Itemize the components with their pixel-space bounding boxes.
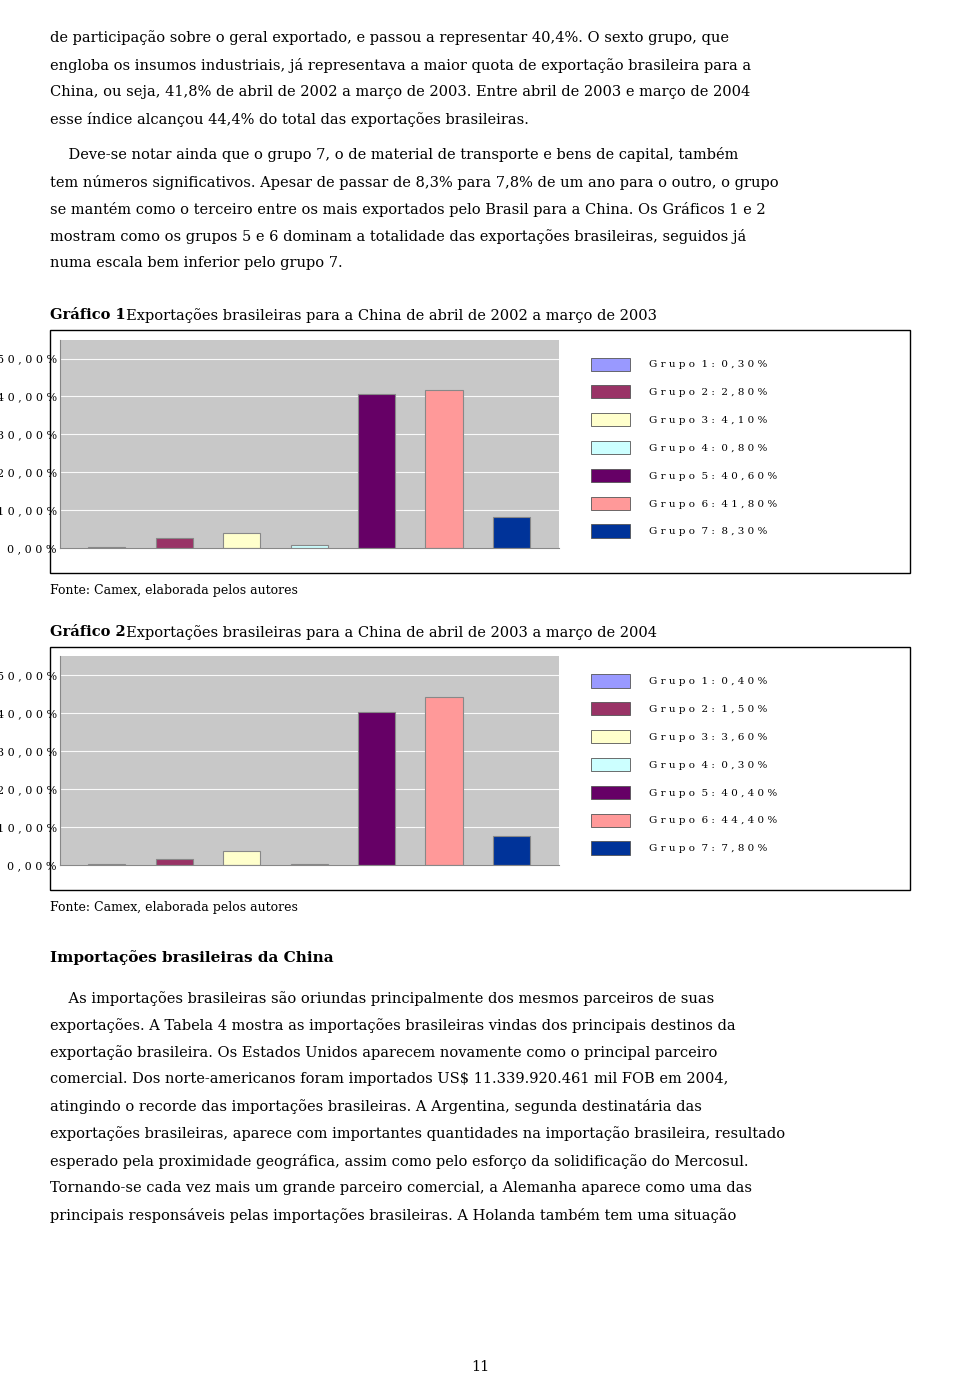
Bar	[425, 389, 463, 548]
FancyBboxPatch shape	[590, 702, 630, 715]
Text: esse índice alcançou 44,4% do total das exportações brasileiras.: esse índice alcançou 44,4% do total das …	[50, 111, 529, 127]
FancyBboxPatch shape	[590, 441, 630, 453]
Text: Deve-se notar ainda que o grupo 7, o de material de transporte e bens de capital: Deve-se notar ainda que o grupo 7, o de …	[50, 147, 738, 163]
Text: G r u p o  3 :  3 , 6 0 %: G r u p o 3 : 3 , 6 0 %	[649, 733, 767, 741]
Text: G r u p o  1 :  0 , 4 0 %: G r u p o 1 : 0 , 4 0 %	[649, 677, 767, 686]
FancyBboxPatch shape	[590, 786, 630, 798]
Text: mostram como os grupos 5 e 6 dominam a totalidade das exportações brasileiras, s: mostram como os grupos 5 e 6 dominam a t…	[50, 228, 746, 243]
Text: G r u p o  7 :  7 , 8 0 %: G r u p o 7 : 7 , 8 0 %	[649, 844, 767, 853]
Text: Fonte: Camex, elaborada pelos autores: Fonte: Camex, elaborada pelos autores	[50, 901, 298, 914]
Bar	[492, 836, 530, 865]
Text: G r u p o  2 :  2 , 8 0 %: G r u p o 2 : 2 , 8 0 %	[649, 388, 767, 398]
FancyBboxPatch shape	[590, 730, 630, 743]
Text: Gráfico 1: Gráfico 1	[50, 307, 126, 323]
Bar	[358, 712, 396, 865]
Text: esperado pela proximidade geográfica, assim como pelo esforço da solidificação d: esperado pela proximidade geográfica, as…	[50, 1153, 749, 1168]
Text: tem números significativos. Apesar de passar de 8,3% para 7,8% de um ano para o : tem números significativos. Apesar de pa…	[50, 174, 779, 189]
Text: G r u p o  4 :  0 , 3 0 %: G r u p o 4 : 0 , 3 0 %	[649, 761, 767, 769]
Bar	[425, 697, 463, 865]
Text: Fonte: Camex, elaborada pelos autores: Fonte: Camex, elaborada pelos autores	[50, 584, 298, 597]
Text: numa escala bem inferior pelo grupo 7.: numa escala bem inferior pelo grupo 7.	[50, 256, 343, 270]
Text: G r u p o  6 :  4 4 , 4 0 %: G r u p o 6 : 4 4 , 4 0 %	[649, 817, 778, 825]
Text: G r u p o  5 :  4 0 , 4 0 %: G r u p o 5 : 4 0 , 4 0 %	[649, 789, 778, 797]
Bar	[88, 864, 126, 865]
Text: G r u p o  4 :  0 , 8 0 %: G r u p o 4 : 0 , 8 0 %	[649, 444, 767, 453]
Bar	[50, 647, 910, 890]
Text: Gráfico 2: Gráfico 2	[50, 625, 126, 638]
Bar	[358, 394, 396, 548]
FancyBboxPatch shape	[590, 497, 630, 509]
Text: G r u p o  3 :  4 , 1 0 %: G r u p o 3 : 4 , 1 0 %	[649, 416, 767, 426]
FancyBboxPatch shape	[590, 814, 630, 826]
Bar	[156, 860, 193, 865]
Bar	[291, 545, 327, 548]
Text: se mantém como o terceiro entre os mais exportados pelo Brasil para a China. Os : se mantém como o terceiro entre os mais …	[50, 202, 765, 217]
Bar	[223, 851, 260, 865]
FancyBboxPatch shape	[590, 413, 630, 426]
Text: de participação sobre o geral exportado, e passou a representar 40,4%. O sexto g: de participação sobre o geral exportado,…	[50, 31, 729, 46]
Bar	[223, 533, 260, 548]
Text: atingindo o recorde das importações brasileiras. A Argentina, segunda destinatár: atingindo o recorde das importações bras…	[50, 1099, 702, 1114]
Text: Tornando-se cada vez mais um grande parceiro comercial, a Alemanha aparece como : Tornando-se cada vez mais um grande parc…	[50, 1181, 752, 1195]
FancyBboxPatch shape	[590, 842, 630, 854]
Text: G r u p o  5 :  4 0 , 6 0 %: G r u p o 5 : 4 0 , 6 0 %	[649, 472, 778, 481]
Bar	[156, 537, 193, 548]
Text: As importações brasileiras são oriundas principalmente dos mesmos parceiros de s: As importações brasileiras são oriundas …	[50, 990, 714, 1006]
Text: - Exportações brasileiras para a China de abril de 2003 a março de 2004: - Exportações brasileiras para a China d…	[112, 625, 658, 640]
FancyBboxPatch shape	[590, 357, 630, 370]
Text: G r u p o  6 :  4 1 , 8 0 %: G r u p o 6 : 4 1 , 8 0 %	[649, 499, 778, 509]
Text: G r u p o  1 :  0 , 3 0 %: G r u p o 1 : 0 , 3 0 %	[649, 360, 767, 370]
FancyBboxPatch shape	[590, 385, 630, 398]
Text: - Exportações brasileiras para a China de abril de 2002 a março de 2003: - Exportações brasileiras para a China d…	[112, 307, 658, 323]
Text: G r u p o  2 :  1 , 5 0 %: G r u p o 2 : 1 , 5 0 %	[649, 705, 767, 714]
Text: exportações. A Tabela 4 mostra as importações brasileiras vindas dos principais : exportações. A Tabela 4 mostra as import…	[50, 1018, 735, 1032]
Text: China, ou seja, 41,8% de abril de 2002 a março de 2003. Entre abril de 2003 e ma: China, ou seja, 41,8% de abril de 2002 a…	[50, 85, 750, 99]
Text: Importações brasileiras da China: Importações brasileiras da China	[50, 950, 333, 965]
Text: exportações brasileiras, aparece com importantes quantidades na importação brasi: exportações brasileiras, aparece com imp…	[50, 1127, 785, 1141]
Bar	[50, 330, 910, 573]
FancyBboxPatch shape	[590, 469, 630, 481]
Text: G r u p o  7 :  8 , 3 0 %: G r u p o 7 : 8 , 3 0 %	[649, 527, 767, 537]
Text: exportação brasileira. Os Estados Unidos aparecem novamente como o principal par: exportação brasileira. Os Estados Unidos…	[50, 1045, 717, 1060]
Text: 11: 11	[470, 1360, 490, 1374]
FancyBboxPatch shape	[590, 675, 630, 687]
FancyBboxPatch shape	[590, 758, 630, 771]
Bar	[492, 516, 530, 548]
FancyBboxPatch shape	[590, 524, 630, 537]
Text: principais responsáveis pelas importações brasileiras. A Holanda também tem uma : principais responsáveis pelas importaçõe…	[50, 1207, 736, 1223]
Text: engloba os insumos industriais, já representava a maior quota de exportação bras: engloba os insumos industriais, já repre…	[50, 57, 751, 72]
Text: comercial. Dos norte-americanos foram importados US$ 11.339.920.461 mil FOB em 2: comercial. Dos norte-americanos foram im…	[50, 1072, 729, 1086]
